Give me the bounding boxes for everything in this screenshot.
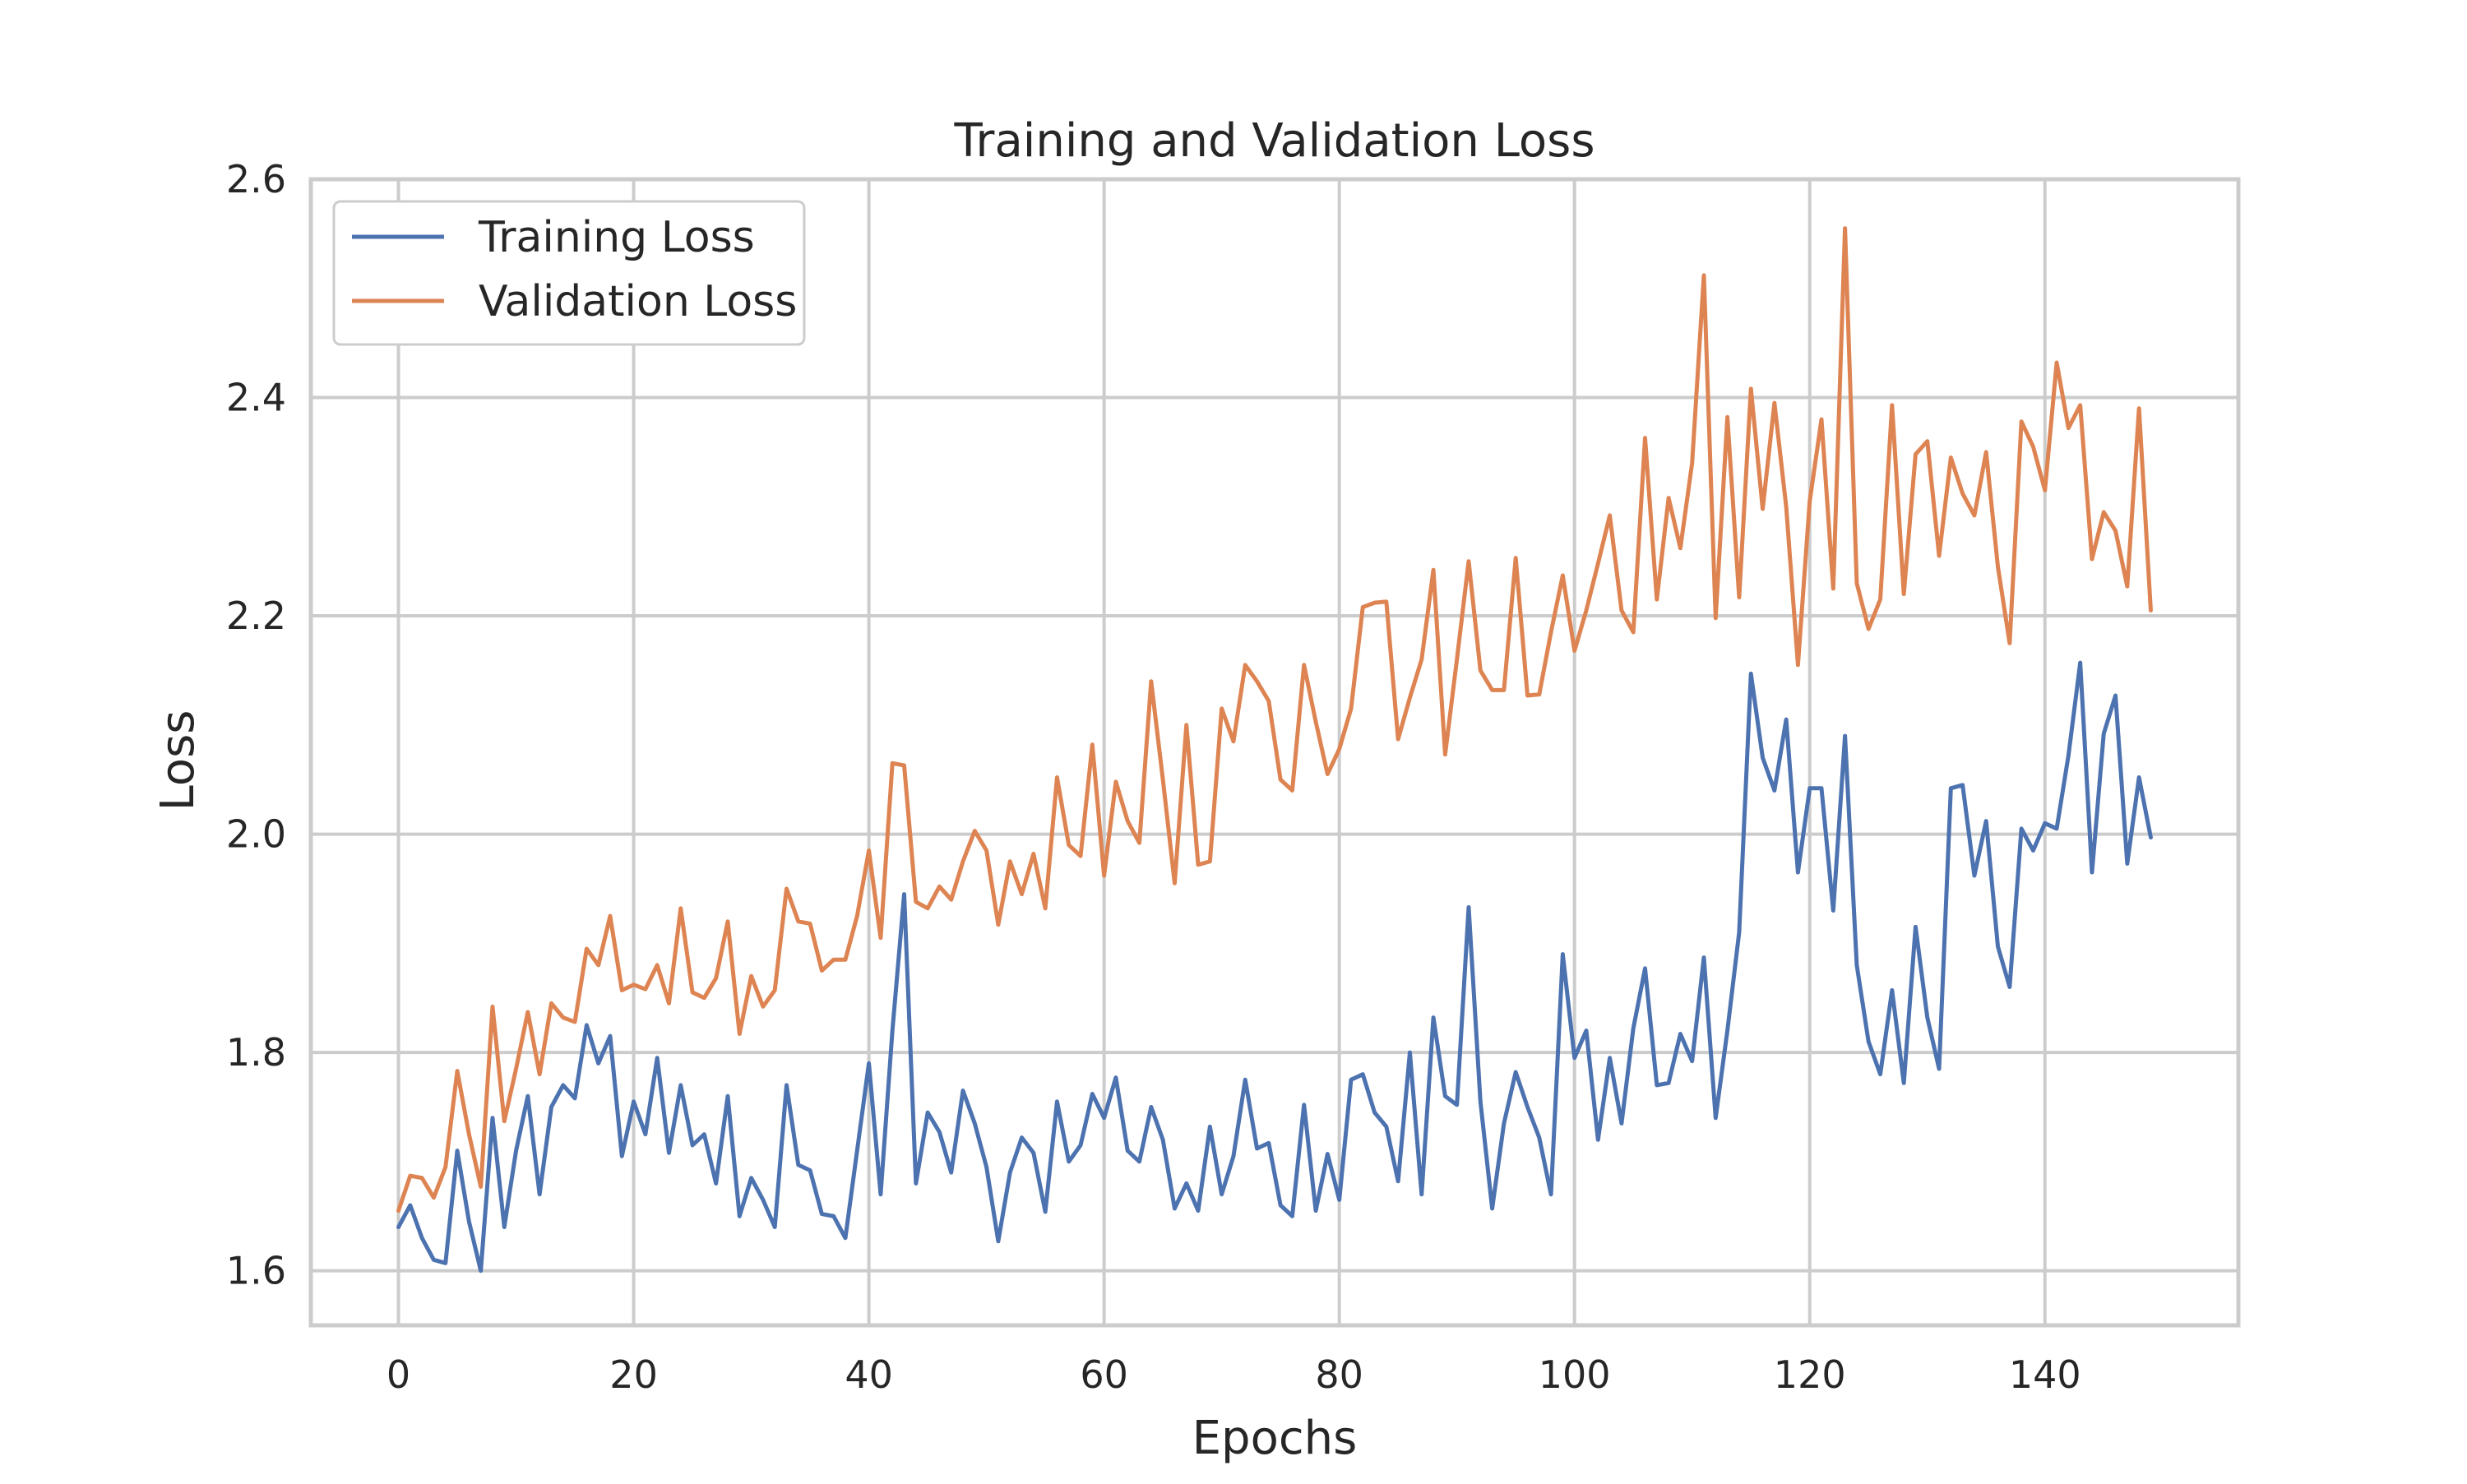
x-tick-label: 80 — [1315, 1352, 1363, 1397]
validation-loss-line — [396, 226, 2153, 1214]
y-tick-label: 2.6 — [226, 157, 286, 201]
legend-label-training-loss: Training Loss — [478, 213, 755, 262]
x-tick-label: 140 — [2009, 1352, 2081, 1397]
training-loss-line — [396, 660, 2153, 1274]
x-tick-label: 100 — [1539, 1352, 1611, 1397]
y-tick-label: 1.8 — [226, 1030, 286, 1075]
legend-box — [332, 200, 806, 346]
x-tick-label: 60 — [1080, 1352, 1128, 1397]
legend: Training Loss Validation Loss — [332, 200, 806, 346]
legend-label-validation-loss: Validation Loss — [479, 277, 797, 326]
y-tick-label: 2.2 — [226, 594, 286, 638]
x-tick-label: 0 — [386, 1352, 410, 1397]
y-tick-label: 2.4 — [226, 376, 286, 420]
grid-lines — [311, 179, 2238, 1325]
x-axis-label: Epochs — [1192, 1412, 1358, 1465]
y-tick-label: 1.6 — [226, 1249, 286, 1293]
x-tick-label: 40 — [845, 1352, 893, 1397]
chart-title: Training and Validation Loss — [953, 114, 1595, 168]
x-tick-label: 20 — [609, 1352, 658, 1397]
tick-labels: 0 20 40 60 80 100 120 140 1.6 1.8 2.0 2.2 2.4 2.6 — [226, 157, 2081, 1397]
y-axis-label: Loss — [151, 710, 205, 811]
x-tick-label: 120 — [1774, 1352, 1846, 1397]
y-tick-label: 2.0 — [226, 812, 286, 857]
plot-frame — [308, 177, 2241, 1328]
series-lines — [396, 226, 2153, 1274]
